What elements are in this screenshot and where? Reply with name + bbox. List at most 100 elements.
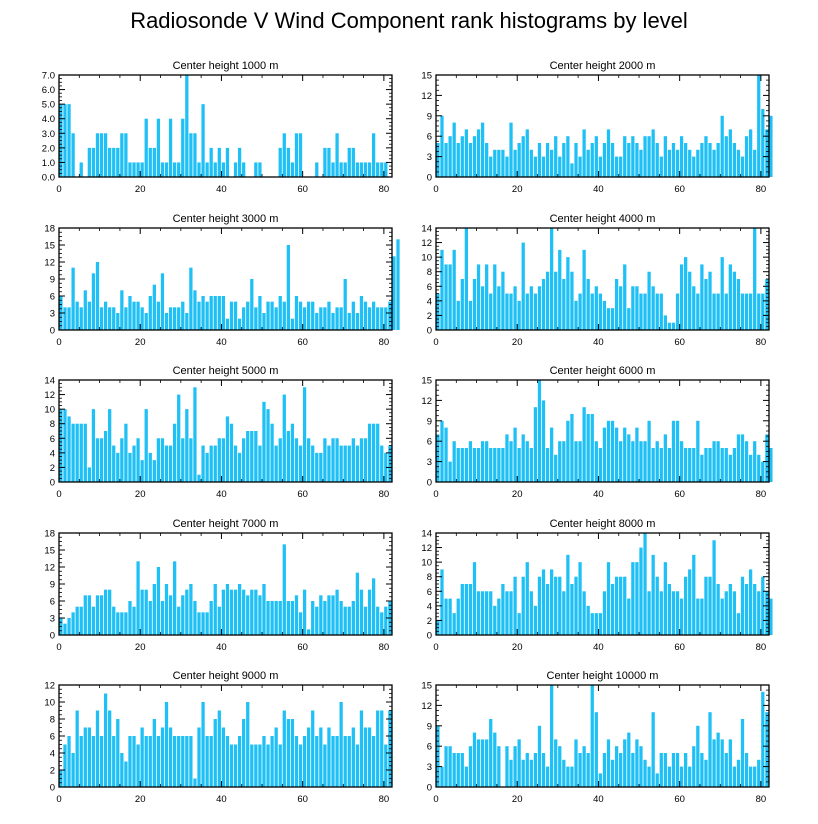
bar	[550, 427, 554, 482]
y-tick-label: 9	[427, 111, 432, 122]
bar	[529, 591, 533, 635]
bar	[574, 300, 578, 330]
bar	[476, 264, 481, 330]
bar	[440, 115, 444, 177]
bar	[258, 296, 262, 330]
bar	[144, 736, 148, 787]
bar	[667, 766, 672, 787]
bar	[736, 149, 741, 177]
bar	[380, 162, 384, 177]
bar	[639, 441, 643, 482]
bar	[359, 589, 364, 635]
bar	[384, 452, 388, 482]
bar	[684, 448, 688, 482]
bar	[242, 589, 246, 635]
bar	[663, 136, 667, 177]
bar	[331, 595, 335, 635]
bar	[103, 133, 108, 177]
bar	[197, 474, 201, 482]
bar	[480, 739, 485, 787]
bar	[594, 712, 598, 787]
bar	[384, 744, 388, 787]
bar	[537, 286, 542, 330]
bar	[201, 612, 205, 635]
bar	[696, 598, 700, 635]
bar	[602, 427, 607, 482]
y-tick-label: 0	[427, 326, 432, 337]
y-tick-label: 8	[50, 419, 55, 430]
bar	[590, 293, 594, 330]
bar	[359, 162, 364, 177]
bar	[619, 753, 623, 787]
bar	[197, 162, 201, 177]
x-tick-label: 20	[135, 642, 146, 653]
bar	[489, 591, 493, 635]
bar	[298, 133, 303, 177]
bar	[716, 143, 720, 177]
bar	[359, 438, 364, 482]
bar	[554, 576, 558, 635]
bar	[671, 322, 676, 330]
y-tick-label: 4	[50, 448, 55, 459]
bar	[71, 753, 75, 787]
bar	[262, 313, 266, 330]
bar	[347, 445, 351, 482]
bar	[509, 759, 513, 787]
bar	[728, 584, 732, 635]
bar	[148, 736, 152, 787]
bar	[343, 445, 347, 482]
bar	[319, 307, 323, 330]
bar	[452, 753, 456, 787]
bar	[148, 452, 152, 482]
y-tick-label: 12	[421, 701, 432, 712]
bar	[136, 301, 140, 330]
bar	[541, 279, 546, 330]
bar	[189, 267, 193, 330]
bar	[79, 423, 83, 482]
bar	[761, 109, 765, 177]
bar	[736, 759, 741, 787]
y-tick-label: 6	[50, 292, 55, 303]
bar	[355, 445, 360, 482]
bar	[505, 293, 509, 330]
y-tick-label: 2.0	[42, 143, 55, 154]
y-tick-label: 2	[50, 463, 55, 474]
bar	[537, 143, 542, 177]
bar	[201, 104, 205, 177]
bar	[91, 606, 96, 635]
bar	[164, 584, 169, 635]
bar	[286, 719, 290, 787]
bar	[363, 606, 368, 635]
bar	[651, 448, 655, 482]
x-tick-label: 0	[433, 794, 438, 805]
bar	[440, 766, 444, 787]
bar	[363, 301, 368, 330]
bar	[598, 773, 602, 787]
bar	[744, 753, 749, 787]
bar	[675, 753, 680, 787]
bar	[258, 162, 262, 177]
bar	[266, 601, 270, 635]
bar	[164, 445, 169, 482]
bar	[201, 702, 205, 787]
bar	[128, 296, 132, 330]
bar	[160, 162, 165, 177]
bar	[688, 569, 692, 635]
bar	[570, 163, 574, 177]
bar	[270, 736, 274, 787]
panel-3: Center height 3000 m 0 3 6 9 12 15 18 0 20 40 60 80	[44, 213, 400, 348]
bar	[452, 613, 456, 635]
bar	[464, 129, 468, 177]
bar	[270, 301, 274, 330]
bar	[517, 143, 521, 177]
bar	[460, 136, 464, 177]
bar	[367, 307, 372, 330]
bar	[311, 301, 315, 330]
bar	[456, 448, 460, 482]
bar	[545, 448, 550, 482]
bar	[570, 766, 574, 787]
bar	[598, 293, 602, 330]
bar	[217, 606, 221, 635]
bar	[485, 143, 489, 177]
bar	[209, 736, 213, 787]
